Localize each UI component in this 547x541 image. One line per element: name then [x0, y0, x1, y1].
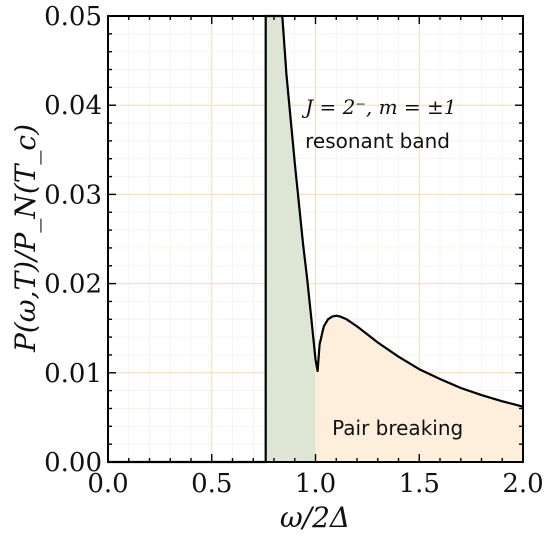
shaded-regions	[265, 16, 523, 462]
y-axis-label: P(ω,T)/P_N(T_c)	[9, 124, 42, 353]
annotation-1: J = 2⁻, m = ±1	[301, 95, 456, 119]
y-tick-label: 0.03	[44, 180, 102, 210]
y-tick-label: 0.01	[44, 359, 102, 389]
annotation-3: Pair breaking	[332, 416, 463, 440]
y-tick-label: 0.05	[44, 2, 102, 32]
x-tick-label: 1.5	[399, 469, 440, 499]
axis-ticks	[107, 15, 524, 463]
shaded-region-2	[315, 315, 523, 462]
series-lines	[108, 14, 524, 464]
x-axis-label: ω/2Δ	[280, 501, 350, 534]
y-tick-label: 0.02	[44, 270, 102, 300]
x-tick-label: 2.0	[502, 469, 543, 499]
x-tick-label: 0.5	[191, 469, 232, 499]
shaded-region-1	[265, 16, 316, 462]
y-tick-label: 0.00	[44, 448, 102, 478]
x-tick-label: 0.0	[87, 469, 128, 499]
series-line-1	[108, 14, 524, 464]
y-tick-label: 0.04	[44, 91, 102, 121]
x-tick-label: 1.0	[295, 469, 336, 499]
annotation-2: resonant band	[305, 129, 450, 153]
tick-labels: 0.0 0.5 1.0 1.5 2.0 0.00 0.01 0.02 0.03 0.04 0.05	[44, 2, 544, 499]
annotations: J = 2⁻, m = ±1 resonant band Pair breaking	[301, 95, 463, 440]
